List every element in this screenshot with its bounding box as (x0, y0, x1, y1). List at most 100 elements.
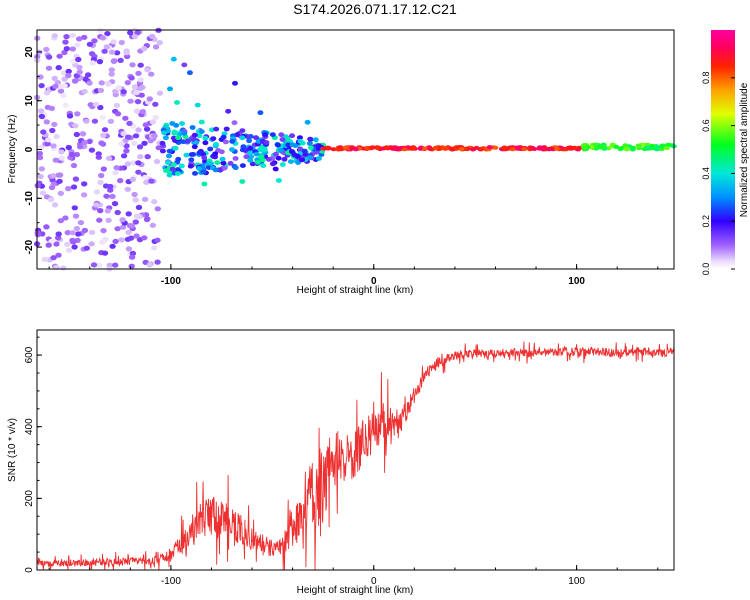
spectrogram-cell (212, 151, 219, 157)
spectrogram-cell (43, 46, 50, 53)
spectrogram-cell (120, 89, 127, 95)
spectrogram-cell (97, 179, 104, 185)
spectrogram-cell (65, 73, 72, 79)
spectrogram-cell (57, 88, 65, 94)
spectrogram-cell (49, 127, 56, 134)
spectrogram-cell (88, 229, 96, 235)
spectrogram-cell (458, 147, 465, 151)
spectrogram-cell (198, 119, 205, 125)
spectrogram-cell (297, 146, 304, 152)
spectrogram-cell (146, 262, 153, 268)
spectrogram-cell (181, 130, 188, 136)
spectrogram-cell (51, 121, 58, 127)
spectrogram-cell (239, 128, 246, 134)
spectrogram-cell (261, 147, 268, 153)
y-tick-label: 200 (24, 490, 35, 507)
spectrogram-cell (45, 65, 53, 71)
spectrogram-cell (249, 161, 256, 167)
spectrogram-cell (166, 172, 173, 178)
spectrogram-cell (62, 39, 69, 45)
spectrogram-cell (128, 254, 136, 260)
spectrogram-cell (136, 144, 144, 150)
x-tick-label: 100 (568, 576, 585, 587)
spectrogram-cell (34, 183, 41, 189)
spectrogram-cell (82, 76, 89, 82)
spectrogram-cell (108, 71, 115, 77)
spectrogram-cell (196, 150, 203, 156)
spectrogram-cell (225, 108, 232, 114)
spectrogram-cell (106, 262, 114, 268)
spectrogram-x-ticks: -100 0 100 (48, 264, 659, 287)
spectrogram-cell (39, 190, 47, 196)
spectrogram-cell (97, 87, 105, 93)
spectrogram-cell (48, 105, 55, 111)
spectrogram-cell (70, 58, 77, 64)
spectrogram-cell (239, 147, 246, 153)
spectrogram-cell (60, 265, 67, 271)
spectrogram-y-label: Frequency (Hz) (7, 115, 18, 184)
spectrogram-cell (654, 145, 661, 150)
snr-panel: -100 0 100 0 200 400 600 Height of straight l… (7, 329, 675, 596)
y-tick-label: 10 (24, 95, 35, 107)
spectrogram-cell (263, 140, 270, 145)
spectrogram-cell (81, 88, 88, 95)
spectrogram-cell (229, 139, 236, 144)
spectrogram-cell (132, 219, 139, 225)
spectrogram-cell (315, 146, 322, 151)
spectrogram-cell (539, 146, 546, 151)
spectrogram-cell (147, 138, 154, 144)
spectrogram-cell (162, 135, 169, 141)
spectrogram-cell (137, 77, 144, 83)
spectrogram-cell (69, 32, 76, 39)
spectrogram-cell (112, 262, 119, 268)
spectrogram-cell (421, 146, 428, 151)
spectrogram-cell (65, 186, 72, 192)
spectrogram-cell (135, 70, 142, 76)
spectrogram-cell (43, 224, 50, 230)
spectrogram-cell (330, 147, 337, 152)
spectrogram-cell (297, 138, 304, 144)
spectrogram-cell (104, 208, 112, 214)
spectrogram-cell (545, 147, 552, 152)
spectrogram-cell (51, 202, 59, 208)
spectrogram-cell (295, 160, 302, 165)
spectrogram-cell (140, 46, 148, 52)
spectrogram-cell (107, 183, 114, 190)
spectrogram-cell (269, 132, 276, 138)
spectrogram-cell (120, 153, 128, 159)
spectrogram-cell (175, 135, 182, 141)
spectrogram-cell (69, 230, 76, 236)
spectrogram-cell (210, 136, 217, 142)
spectrogram-cell (133, 233, 140, 239)
spectrogram-cell (71, 205, 79, 211)
spectrogram-cell (141, 196, 149, 202)
spectrogram-cell (134, 30, 141, 36)
spectrogram-cell (99, 35, 107, 41)
spectrogram-cell (449, 147, 456, 152)
spectrogram-cell (165, 160, 172, 166)
spectrogram-cell (128, 75, 135, 81)
spectrogram-cell (247, 157, 254, 163)
spectrogram-cell (409, 146, 416, 151)
spectrogram-cell (65, 68, 72, 74)
spectrogram-cell (41, 256, 48, 262)
spectrogram-cell (101, 250, 109, 256)
spectrogram-cell (172, 145, 179, 151)
spectrogram-cell (629, 147, 636, 152)
spectrogram-cell (34, 230, 41, 236)
spectrogram-cell (88, 241, 95, 247)
spectrogram-cell (207, 146, 214, 152)
spectrogram-cell (124, 186, 131, 192)
spectrogram-cell (123, 50, 130, 56)
spectrogram-cell (131, 84, 139, 90)
spectrogram-cell (100, 132, 107, 138)
spectrogram-cell (51, 75, 58, 81)
spectrogram-cell (69, 237, 76, 243)
spectrogram-cell (156, 90, 164, 96)
spectrogram-cell (391, 145, 398, 150)
spectrogram-cell (66, 113, 74, 119)
spectrogram-cell (304, 119, 311, 125)
spectrogram-cell (36, 155, 44, 161)
spectrogram-cell (118, 141, 126, 147)
